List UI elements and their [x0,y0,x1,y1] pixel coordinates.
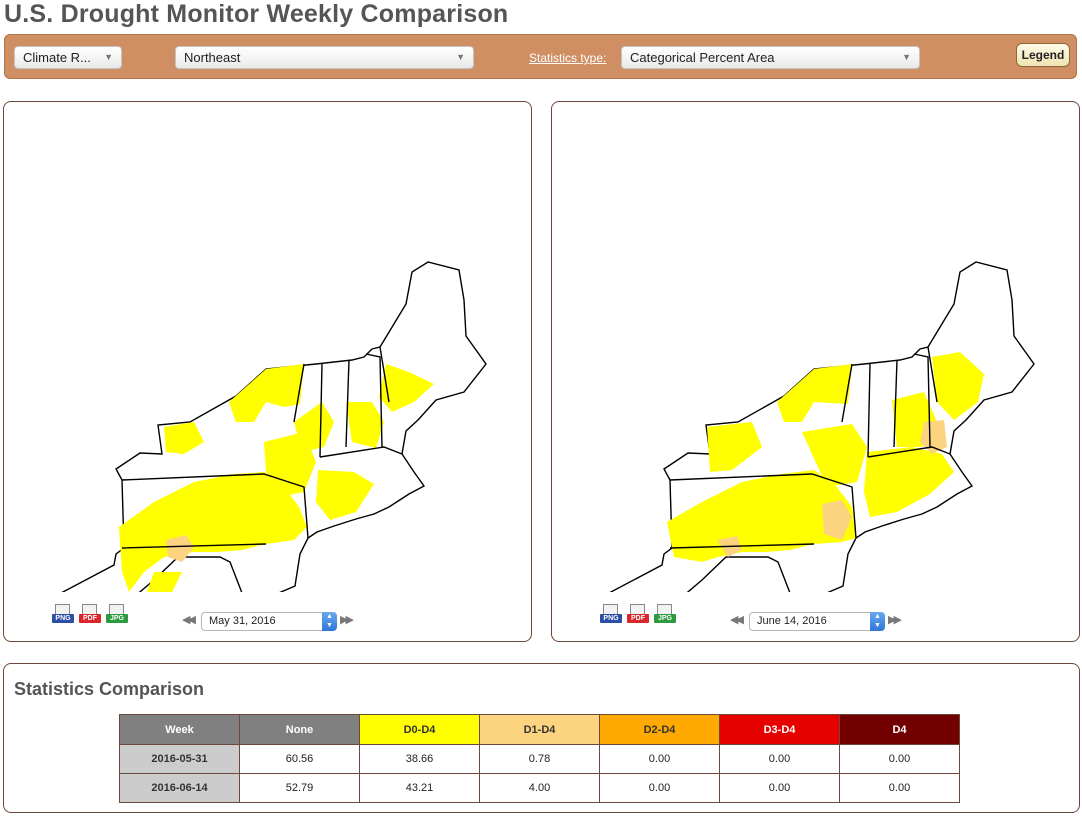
png-export-icon[interactable]: PNG [52,604,74,626]
header-week: Week [119,714,240,745]
table-cell: 0.00 [599,773,720,803]
week-cell: 2016-05-31 [119,744,240,774]
chevron-down-icon: ▼ [902,52,911,62]
spinner-icon: ▲ ▼ [870,612,885,631]
region-select[interactable]: Northeast ▼ [175,46,474,69]
drought-map-left [61,261,487,592]
statistics-title: Statistics Comparison [14,679,205,699]
header-d3-d4: D3-D4 [719,714,840,745]
next-week-icon[interactable]: ▶▶ [340,614,354,626]
page-title: U.S. Drought Monitor Weekly Comparison [4,0,509,28]
toolbar: Climate R... ▼ Northeast ▼ Statistics ty… [4,34,1077,79]
statistics-header-row: Week None D0-D4 D1-D4 D2-D4 D3-D4 D4 [119,714,960,745]
png-export-icon[interactable]: PNG [600,604,622,626]
chevron-down-icon: ▼ [104,52,113,62]
table-row: 2016-05-31 60.56 38.66 0.78 0.00 0.00 0.… [119,744,960,774]
table-cell: 60.56 [239,744,360,774]
statistics-panel: Statistics Comparison Week None D0-D4 D1… [3,663,1080,813]
table-cell: 0.00 [839,773,960,803]
table-cell: 43.21 [359,773,480,803]
map-panel-right: PNG PDF JPG ◀◀ June 14, 2016 ▲ ▼ ▶▶ [551,101,1080,642]
header-d2-d4: D2-D4 [599,714,720,745]
table-cell: 0.00 [839,744,960,774]
date-select-left[interactable]: May 31, 2016 ▲ ▼ [201,612,337,631]
table-cell: 0.00 [599,744,720,774]
statistics-type-link[interactable]: Statistics type: [529,51,607,65]
spinner-icon: ▲ ▼ [322,612,337,631]
jpg-export-icon[interactable]: JPG [654,604,676,626]
header-d4: D4 [839,714,960,745]
week-cell: 2016-06-14 [119,773,240,803]
drought-map-right [609,261,1035,592]
next-week-icon[interactable]: ▶▶ [888,614,902,626]
table-cell: 0.00 [719,744,840,774]
previous-week-icon[interactable]: ◀◀ [182,614,196,626]
pdf-export-icon[interactable]: PDF [627,604,649,626]
map-panel-left: PNG PDF JPG ◀◀ May 31, 2016 ▲ ▼ ▶▶ [3,101,532,642]
legend-button[interactable]: Legend [1016,43,1070,67]
region-value: Northeast [184,50,241,65]
chevron-down-icon: ▼ [456,52,465,62]
header-d1-d4: D1-D4 [479,714,600,745]
pdf-export-icon[interactable]: PDF [79,604,101,626]
date-select-right[interactable]: June 14, 2016 ▲ ▼ [749,612,885,631]
statistics-type-select[interactable]: Categorical Percent Area ▼ [621,46,920,69]
jpg-export-icon[interactable]: JPG [106,604,128,626]
table-row: 2016-06-14 52.79 43.21 4.00 0.00 0.00 0.… [119,773,960,803]
previous-week-icon[interactable]: ◀◀ [730,614,744,626]
region-type-select[interactable]: Climate R... ▼ [14,46,122,69]
table-cell: 0.78 [479,744,600,774]
table-cell: 52.79 [239,773,360,803]
date-value-right: June 14, 2016 [757,615,827,627]
date-value-left: May 31, 2016 [209,615,276,627]
table-cell: 0.00 [719,773,840,803]
statistics-type-value: Categorical Percent Area [630,50,775,65]
table-cell: 38.66 [359,744,480,774]
region-type-value: Climate R... [23,50,91,65]
table-cell: 4.00 [479,773,600,803]
statistics-table: Week None D0-D4 D1-D4 D2-D4 D3-D4 D4 201… [119,714,960,803]
header-d0-d4: D0-D4 [359,714,480,745]
header-none: None [239,714,360,745]
